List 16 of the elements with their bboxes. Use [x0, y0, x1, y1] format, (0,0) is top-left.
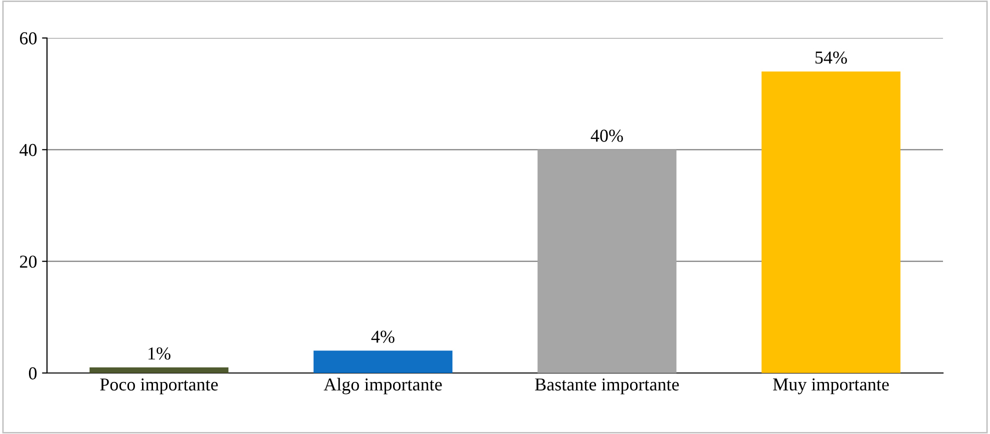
y-tick-label: 60 — [20, 32, 37, 44]
bar — [90, 367, 228, 373]
data-label: 1% — [148, 347, 170, 360]
y-tick-label: 0 — [28, 367, 37, 380]
x-tick-label: Algo importante — [324, 378, 442, 394]
x-tick-label: Bastante importante — [535, 378, 679, 394]
y-tick-label: 20 — [20, 256, 37, 268]
x-tick-label: Muy importante — [773, 378, 889, 394]
x-tick-label: Poco importante — [100, 378, 218, 394]
bar — [762, 72, 900, 373]
data-label: 4% — [371, 330, 394, 343]
data-label: 40% — [590, 130, 623, 142]
bar — [314, 350, 452, 373]
data-label: 54% — [816, 51, 847, 64]
bar — [538, 150, 676, 373]
y-tick-label: 40 — [20, 144, 37, 156]
